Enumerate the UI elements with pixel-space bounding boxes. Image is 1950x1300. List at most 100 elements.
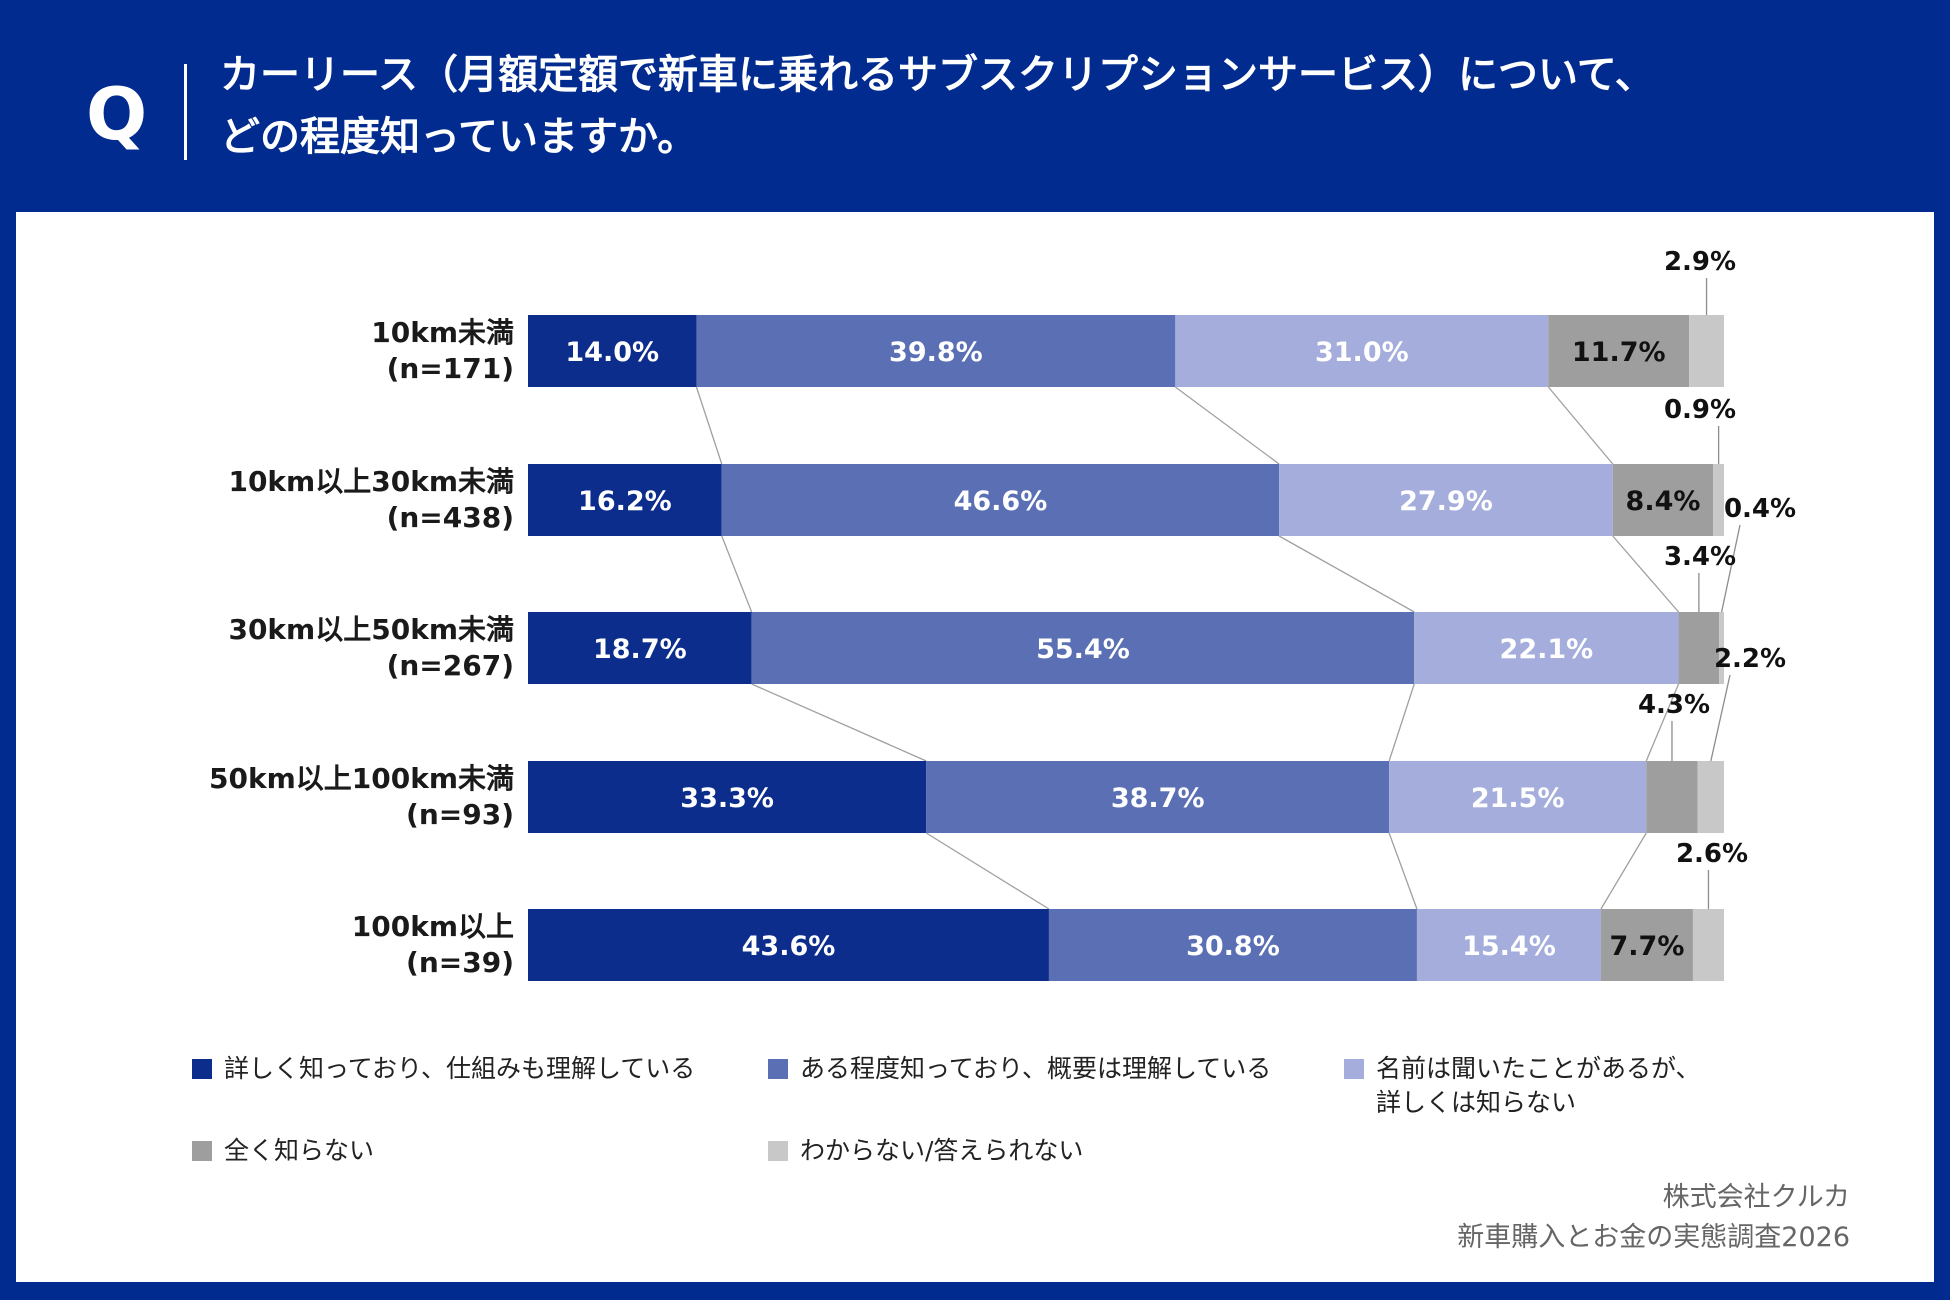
bar-segment: [1548, 315, 1690, 387]
source-company: 株式会社クルカ: [1662, 1182, 1850, 1213]
data-label: 43.6%: [742, 931, 836, 962]
category-label: 50km以上100km未満 (n=93): [209, 761, 514, 833]
connector-line: [925, 832, 1050, 910]
legend-swatch: [192, 1141, 212, 1161]
callout-label: 2.2%: [1714, 644, 1786, 674]
category-label: 30km以上50km未満 (n=267): [228, 612, 514, 684]
connector-line: [1547, 386, 1614, 465]
bar-segment: [1048, 909, 1417, 981]
category-n: (n=39): [406, 946, 514, 979]
data-label: 38.7%: [1111, 783, 1205, 814]
legend-label-line: 詳しくは知らない: [1376, 1088, 1577, 1117]
data-label: 22.1%: [1500, 634, 1594, 665]
data-label: 27.9%: [1399, 486, 1493, 517]
question-line-2: どの程度知っていますか。: [220, 114, 698, 160]
category-label: 100km以上 (n=39): [352, 909, 514, 981]
connector-line: [1612, 535, 1680, 613]
data-label: 11.7%: [1572, 337, 1666, 368]
connector-line: [751, 683, 927, 762]
bar-segment: [1713, 464, 1724, 536]
legend-label: 名前は聞いたことがあるが、 詳しくは知らない: [1376, 1052, 1701, 1120]
stacked-bar-chart: 14.0% 39.8% 31.0% 11.7% 16.2% 46.6% 27.9% 8.4% 1…: [528, 247, 1796, 981]
source-note: 株式会社クルカ 新車購入とお金の実態調査2026: [1457, 1178, 1850, 1258]
data-label: 18.7%: [593, 634, 687, 665]
category-n: (n=171): [386, 352, 514, 385]
bar-segment: [1697, 761, 1724, 833]
bar-segment: [1600, 909, 1693, 981]
connector-line: [1645, 683, 1680, 762]
callout-label: 2.6%: [1676, 839, 1748, 869]
callout-label: 4.3%: [1638, 690, 1710, 720]
legend-label: わからない/答えられない: [800, 1134, 1083, 1168]
data-label: 46.6%: [954, 486, 1048, 517]
category-n: (n=438): [386, 501, 514, 534]
legend-item: わからない/答えられない: [768, 1134, 1083, 1168]
connector-line: [1388, 832, 1418, 910]
legend-label-line: 全く知らない: [224, 1136, 375, 1165]
data-label: 33.3%: [680, 783, 774, 814]
header-divider: [184, 64, 187, 160]
callout-label: 2.9%: [1664, 247, 1736, 277]
category-label: 10km未満 (n=171): [371, 315, 514, 387]
legend-item: 全く知らない: [192, 1134, 374, 1168]
category-name: 50km以上100km未満: [208, 762, 514, 795]
bar-segment: [1678, 612, 1720, 684]
category-name: 100km以上: [351, 910, 514, 943]
data-label: 7.7%: [1609, 931, 1684, 962]
question-line-1: カーリース（月額定額で新車に乗れるサブスクリプションサービス）について、: [220, 52, 1655, 98]
bar-segment: [721, 464, 1280, 536]
chart-panel: 10km未満 (n=171) 10km以上30km未満 (n=438) 30km以上50…: [16, 212, 1934, 1282]
data-label: 14.0%: [565, 337, 659, 368]
legend-swatch: [1344, 1059, 1364, 1079]
bar-segment: [1414, 612, 1679, 684]
question-text: カーリース（月額定額で新車に乗れるサブスクリプションサービス）について、 どの程…: [220, 44, 1900, 168]
bar-segment: [1646, 761, 1698, 833]
category-name: 10km以上30km未満: [228, 465, 514, 498]
legend-label-line: 名前は聞いたことがあるが、: [1376, 1054, 1701, 1083]
connector-line: [695, 386, 723, 465]
bar-segment: [1689, 315, 1724, 387]
bar-segment: [926, 761, 1390, 833]
data-label: 39.8%: [889, 337, 983, 368]
legend-label: ある程度知っており、概要は理解している: [800, 1052, 1271, 1086]
data-label: 31.0%: [1315, 337, 1409, 368]
question-mark: Q: [86, 72, 148, 156]
legend-label-line: ある程度知っており、概要は理解している: [800, 1054, 1272, 1083]
bar-segment: [1719, 612, 1724, 684]
bar-segment: [528, 909, 1049, 981]
callout-label: 0.9%: [1664, 395, 1736, 425]
bar-segment: [528, 761, 927, 833]
source-survey: 新車購入とお金の実態調査2026: [1457, 1222, 1850, 1253]
category-n: (n=267): [386, 649, 514, 682]
legend: 詳しく知っており、仕組みも理解している ある程度知っており、概要は理解している 名前…: [192, 1052, 1792, 1192]
connector-line: [721, 535, 753, 613]
connector-line: [1600, 832, 1647, 910]
data-label: 55.4%: [1036, 634, 1130, 665]
legend-item: 名前は聞いたことがあるが、 詳しくは知らない: [1344, 1052, 1701, 1120]
category-name: 10km未満: [371, 316, 514, 349]
connector-line: [1388, 683, 1415, 762]
category-n: (n=93): [406, 798, 514, 831]
bar-segment: [1416, 909, 1601, 981]
bar-segment: [1692, 909, 1724, 981]
legend-swatch: [768, 1141, 788, 1161]
bar-segment: [751, 612, 1415, 684]
legend-item: ある程度知っており、概要は理解している: [768, 1052, 1271, 1086]
category-label: 10km以上30km未満 (n=438): [228, 464, 514, 536]
bar-segment: [528, 464, 722, 536]
bar-segment: [528, 315, 697, 387]
callout-label: 0.4%: [1724, 494, 1796, 524]
callout-line: [1720, 524, 1741, 613]
legend-label-line: わからない/答えられない: [800, 1136, 1084, 1165]
data-label: 30.8%: [1186, 931, 1280, 962]
data-label: 16.2%: [578, 486, 672, 517]
legend-label: 全く知らない: [224, 1134, 374, 1168]
legend-item: 詳しく知っており、仕組みも理解している: [192, 1052, 695, 1086]
header: Q カーリース（月額定額で新車に乗れるサブスクリプションサービス）について、 ど…: [0, 0, 1950, 210]
bar-segment: [1389, 761, 1647, 833]
legend-label-line: 詳しく知っており、仕組みも理解している: [224, 1054, 696, 1083]
data-label: 15.4%: [1462, 931, 1556, 962]
bar-segment: [1612, 464, 1714, 536]
bar-segment: [1279, 464, 1613, 536]
callout-line: [1710, 674, 1731, 762]
